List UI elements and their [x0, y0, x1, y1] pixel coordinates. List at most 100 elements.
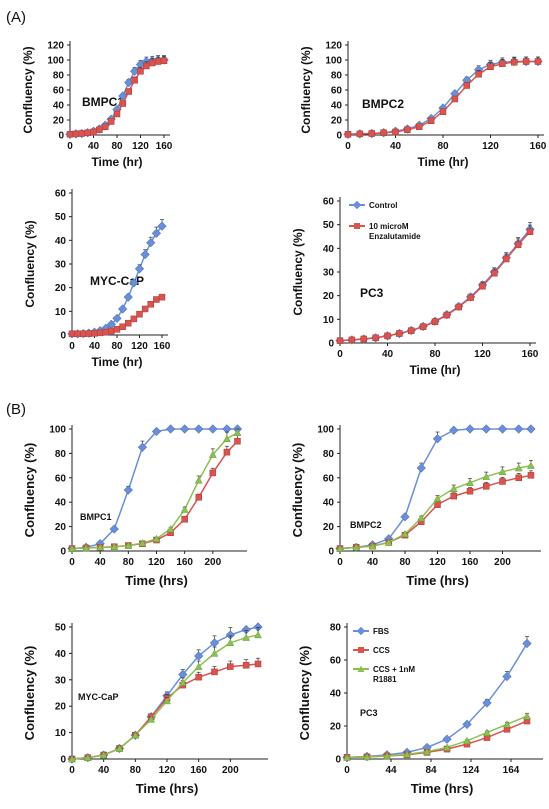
data-point — [138, 539, 147, 547]
legend-label: CCS — [373, 646, 391, 655]
series-1 — [335, 424, 536, 554]
data-point — [400, 512, 410, 522]
data-point — [147, 715, 156, 723]
data-point — [158, 293, 166, 301]
series-1 — [335, 222, 535, 346]
y-tick-label: 100 — [49, 425, 66, 436]
y-tick-label: 40 — [55, 498, 67, 509]
y-tick-label: 100 — [317, 425, 334, 436]
x-axis-title: Time (hrs) — [125, 573, 188, 588]
series-line — [71, 663, 259, 760]
data-point — [194, 662, 203, 670]
data-point — [113, 110, 121, 118]
data-point — [226, 638, 235, 647]
panel-a-label: (A) — [6, 9, 26, 26]
y-tick-label: 50 — [55, 623, 67, 634]
data-point — [427, 117, 435, 124]
y-axis-title: Confluency (%) — [21, 46, 35, 133]
y-tick-label: 120 — [325, 41, 342, 52]
data-point — [466, 478, 474, 486]
data-point — [80, 330, 87, 338]
data-point — [74, 330, 81, 338]
data-point — [83, 753, 92, 761]
x-tick-label: 160 — [176, 557, 193, 568]
data-point — [102, 328, 109, 336]
x-tick-label: 0 — [69, 341, 75, 352]
data-point — [451, 95, 459, 103]
legend-marker — [358, 647, 364, 653]
y-tick-label: 50 — [55, 212, 67, 223]
y-tick-label: 30 — [55, 260, 67, 271]
data-point — [514, 464, 523, 472]
x-tick-label: 80 — [111, 341, 123, 352]
data-point — [152, 534, 161, 543]
data-point — [502, 671, 512, 682]
y-tick-label: 20 — [323, 522, 335, 533]
data-point — [433, 494, 442, 502]
data-point — [511, 59, 518, 66]
data-point — [195, 494, 202, 501]
chart-3: 0 10 20 30 40 50 60 0 40 80 120 160 Time (hr) Conflue… — [23, 189, 171, 370]
cell-line-label: PC3 — [360, 286, 384, 300]
data-point — [401, 529, 409, 538]
x-tick-label: 80 — [437, 141, 449, 152]
data-point — [384, 332, 391, 340]
x-tick-label: 80 — [399, 557, 411, 568]
data-point — [91, 330, 98, 337]
data-point — [499, 478, 506, 485]
data-point — [66, 131, 74, 138]
data-point — [130, 66, 140, 76]
data-point — [151, 426, 162, 437]
series-line — [339, 474, 532, 550]
y-tick-label: 120 — [47, 41, 64, 52]
y-tick-label: 20 — [330, 722, 342, 733]
x-axis-title: Time (hrs) — [136, 781, 199, 796]
data-point — [149, 59, 156, 67]
cell-line-label: BMPC2 — [362, 97, 404, 111]
data-point — [403, 750, 411, 758]
data-point — [522, 58, 530, 65]
data-point — [140, 249, 150, 260]
data-point — [109, 524, 119, 534]
y-tick-label: 30 — [55, 675, 67, 686]
data-point — [450, 492, 457, 500]
x-tick-label: 160 — [156, 141, 173, 152]
y-tick-label: 0 — [60, 547, 66, 558]
data-point — [131, 77, 138, 84]
data-point — [360, 335, 367, 343]
data-point — [434, 501, 441, 508]
data-point — [106, 319, 116, 329]
data-point — [222, 424, 232, 434]
data-point — [396, 330, 403, 337]
x-tick-label: 120 — [474, 349, 491, 360]
y-tick-label: 100 — [325, 56, 342, 67]
data-point — [96, 329, 104, 337]
x-axis-title: Time (hr) — [91, 155, 142, 169]
data-point — [115, 744, 124, 752]
y-axis-title: Confluency (%) — [291, 228, 305, 315]
data-point — [195, 673, 202, 681]
x-tick-label: 120 — [429, 557, 446, 568]
y-tick-label: 10 — [323, 315, 335, 326]
data-point — [443, 311, 451, 319]
chart-1: 0 20 40 60 80 100 120 0 40 80 120 160 Time (hr) Confl… — [21, 41, 173, 170]
y-tick-label: 40 — [323, 498, 335, 509]
data-point — [463, 736, 471, 745]
data-point — [78, 130, 85, 137]
data-point — [125, 88, 132, 95]
cell-line-label: BMPC2 — [350, 520, 382, 530]
x-tick-label: 120 — [482, 141, 499, 152]
data-point — [154, 58, 162, 65]
data-point — [336, 544, 344, 552]
x-tick-label: 40 — [382, 349, 394, 360]
data-point — [463, 82, 470, 89]
data-point — [442, 734, 452, 744]
data-point — [225, 630, 235, 640]
x-tick-label: 40 — [95, 557, 107, 568]
data-point — [242, 633, 251, 641]
data-point — [137, 68, 144, 75]
legend-label: CCS + 1nM — [373, 665, 415, 674]
data-point — [462, 719, 472, 729]
data-point — [102, 123, 109, 130]
